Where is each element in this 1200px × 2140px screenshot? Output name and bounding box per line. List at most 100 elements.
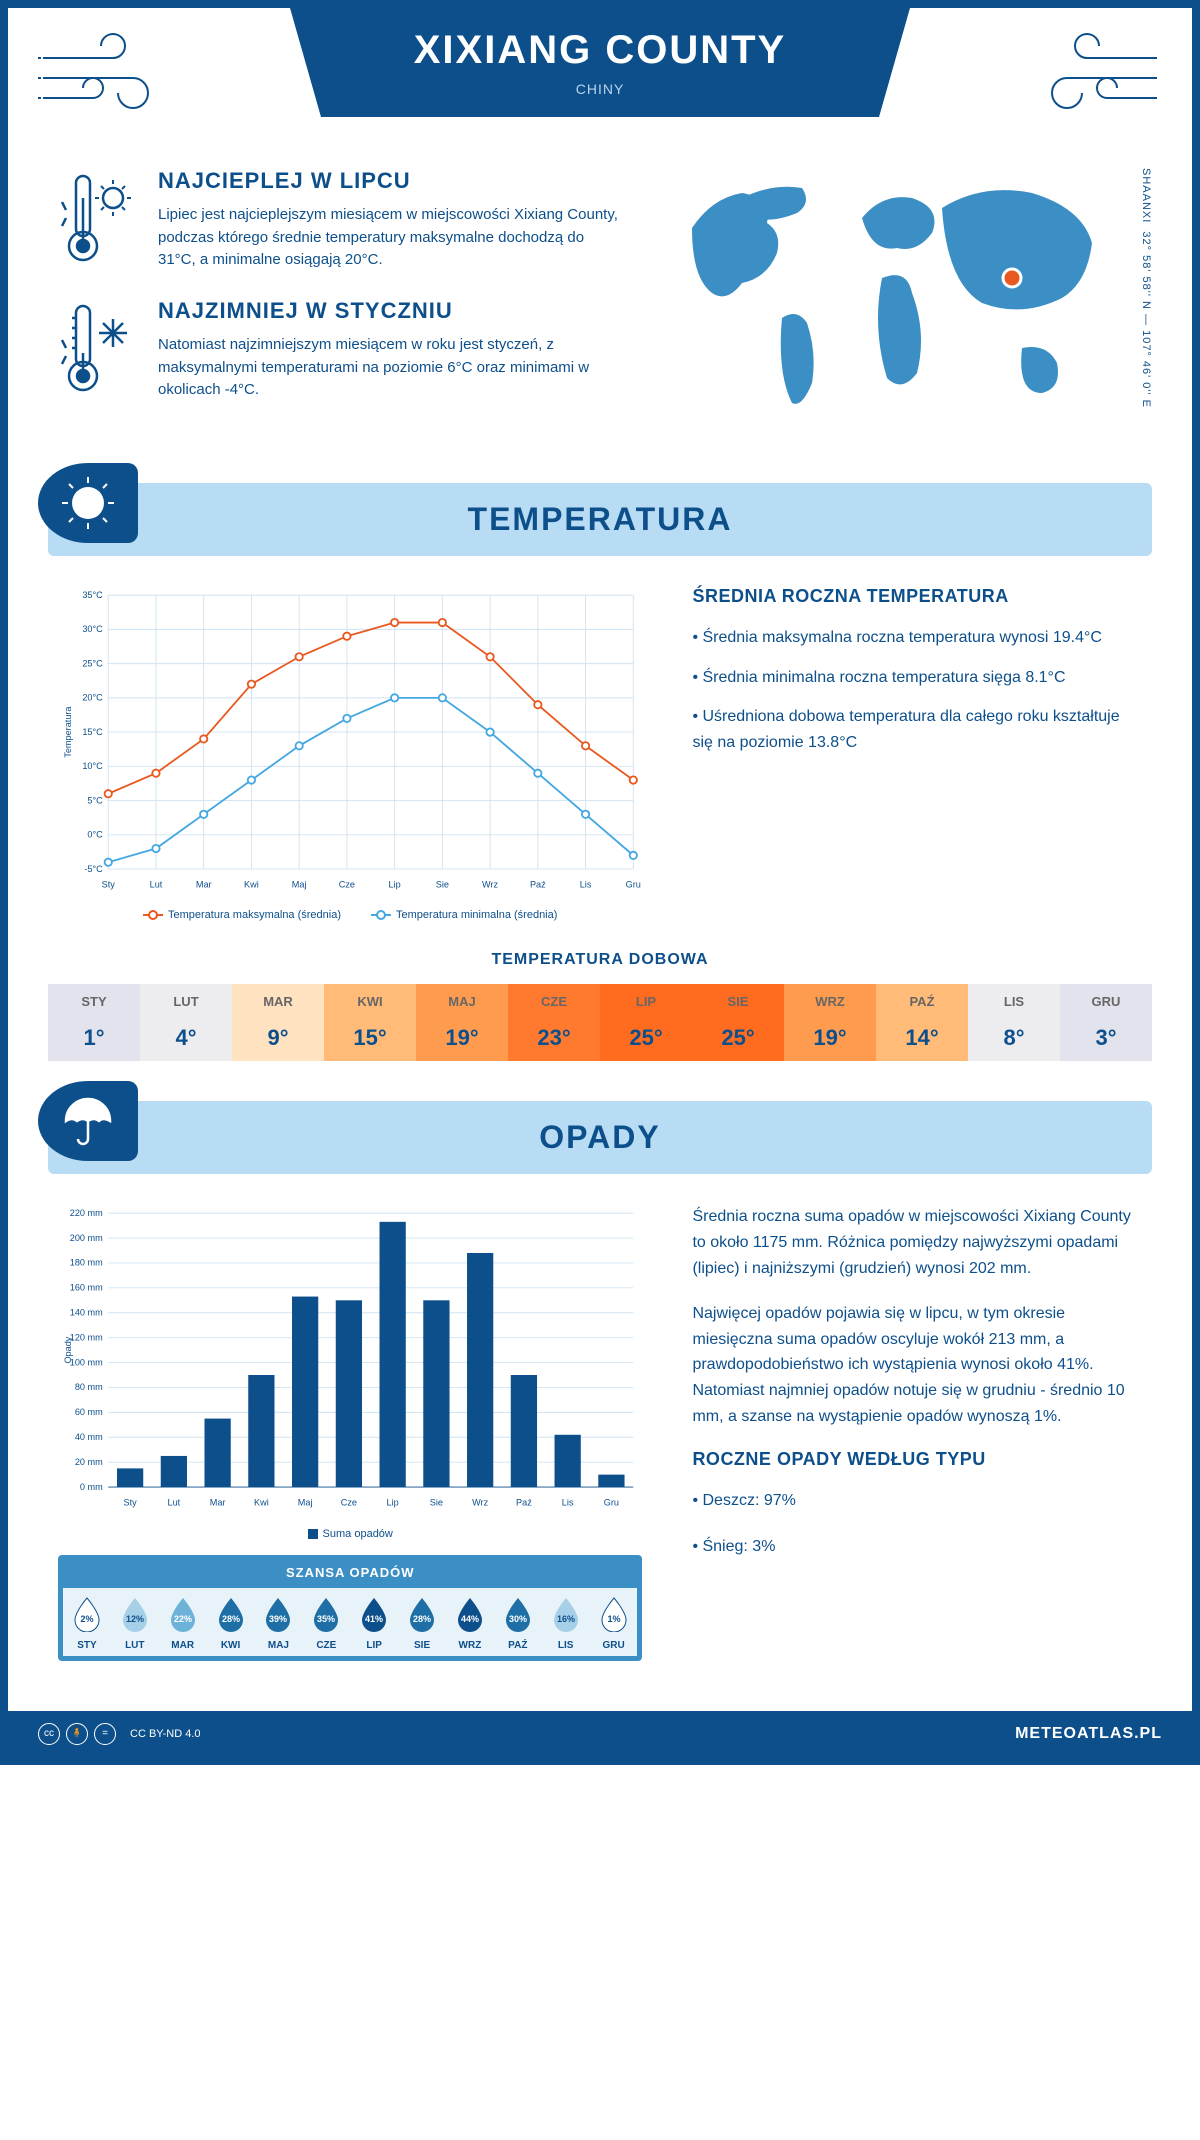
temp-stat-1: • Średnia maksymalna roczna temperatura …: [692, 625, 1142, 651]
daily-cell: WRZ 19°: [784, 984, 876, 1061]
svg-text:140 mm: 140 mm: [70, 1308, 103, 1318]
chance-cell: 12% LUT: [111, 1596, 159, 1651]
drop-icon: 39%: [263, 1596, 293, 1632]
drop-icon: 41%: [359, 1596, 389, 1632]
fact-cold-title: NAJZIMNIEJ W STYCZNIU: [158, 298, 622, 324]
chance-box: SZANSA OPADÓW 2% STY 12% LUT 22% MAR 28%…: [58, 1555, 642, 1661]
svg-text:2%: 2%: [80, 1614, 93, 1624]
by-icon: 🧍: [66, 1723, 88, 1745]
daily-cell: LIS 8°: [968, 984, 1060, 1061]
drop-icon: 44%: [455, 1596, 485, 1632]
drop-icon: 22%: [168, 1596, 198, 1632]
svg-text:41%: 41%: [365, 1614, 383, 1624]
fact-hot-title: NAJCIEPLEJ W LIPCU: [158, 168, 622, 194]
drop-icon: 2%: [72, 1596, 102, 1632]
wind-icon: [1022, 28, 1162, 118]
precip-type-2: • Śnieg: 3%: [692, 1534, 1142, 1560]
chance-cell: 44% WRZ: [446, 1596, 494, 1651]
drop-icon: 1%: [599, 1596, 629, 1632]
coordinates: SHAANXI 32° 58' 58'' N — 107° 46' 0'' E: [1140, 168, 1152, 408]
svg-text:Sie: Sie: [430, 1498, 443, 1508]
precip-type-1: • Deszcz: 97%: [692, 1488, 1142, 1514]
chance-cell: 2% STY: [63, 1596, 111, 1651]
daily-cell: GRU 3°: [1060, 984, 1152, 1061]
svg-text:39%: 39%: [269, 1614, 287, 1624]
chance-cell: 39% MAJ: [255, 1596, 303, 1651]
svg-text:Lut: Lut: [150, 879, 163, 889]
svg-text:5°C: 5°C: [87, 795, 103, 805]
svg-text:Maj: Maj: [292, 879, 307, 889]
header: XIXIANG COUNTY CHINY: [8, 8, 1192, 148]
svg-text:Kwi: Kwi: [254, 1498, 269, 1508]
svg-text:180 mm: 180 mm: [70, 1258, 103, 1268]
precip-p1: Średnia roczna suma opadów w miejscowośc…: [692, 1204, 1142, 1281]
temperature-line-chart: -5°C0°C5°C10°C15°C20°C25°C30°C35°CStyLut…: [58, 586, 642, 896]
svg-text:0°C: 0°C: [87, 830, 103, 840]
page-title: XIXIANG COUNTY: [290, 28, 910, 73]
svg-text:100 mm: 100 mm: [70, 1358, 103, 1368]
precipitation-bar-chart: 0 mm20 mm40 mm60 mm80 mm100 mm120 mm140 …: [58, 1204, 642, 1514]
drop-icon: 30%: [503, 1596, 533, 1632]
temp-legend: Temperatura maksymalna (średnia) Tempera…: [58, 909, 642, 921]
svg-text:Gru: Gru: [626, 879, 641, 889]
svg-text:120 mm: 120 mm: [70, 1333, 103, 1343]
daily-cell: LUT 4°: [140, 984, 232, 1061]
svg-text:80 mm: 80 mm: [75, 1383, 103, 1393]
umbrella-icon: [38, 1081, 138, 1161]
svg-text:Opady: Opady: [63, 1337, 73, 1364]
svg-text:Maj: Maj: [298, 1498, 313, 1508]
chance-cell: 16% LIS: [542, 1596, 590, 1651]
daily-cell: MAJ 19°: [416, 984, 508, 1061]
svg-text:Lip: Lip: [387, 1498, 399, 1508]
svg-text:28%: 28%: [413, 1614, 431, 1624]
drop-icon: 12%: [120, 1596, 150, 1632]
fact-hot-text: Lipiec jest najcieplejszym miesiącem w m…: [158, 204, 622, 272]
drop-icon: 16%: [551, 1596, 581, 1632]
svg-text:-5°C: -5°C: [84, 864, 103, 874]
site-name: METEOATLAS.PL: [1015, 1725, 1162, 1743]
license-text: CC BY-ND 4.0: [130, 1728, 201, 1740]
svg-text:200 mm: 200 mm: [70, 1233, 103, 1243]
fact-hot: NAJCIEPLEJ W LIPCU Lipiec jest najcieple…: [58, 168, 622, 273]
section-title: OPADY: [48, 1119, 1152, 1156]
drop-icon: 35%: [311, 1596, 341, 1632]
temp-stat-2: • Średnia minimalna roczna temperatura s…: [692, 665, 1142, 691]
daily-temp-table: STY 1° LUT 4° MAR 9° KWI 15° MAJ 19° CZE…: [48, 984, 1152, 1061]
precip-text: Średnia roczna suma opadów w miejscowośc…: [692, 1204, 1142, 1660]
daily-cell: PAŹ 14°: [876, 984, 968, 1061]
svg-text:20 mm: 20 mm: [75, 1457, 103, 1467]
svg-text:Wrz: Wrz: [482, 879, 498, 889]
precip-legend: Suma opadów: [58, 1528, 642, 1540]
precip-type-title: ROCZNE OPADY WEDŁUG TYPU: [692, 1449, 1142, 1470]
svg-text:Lis: Lis: [580, 879, 592, 889]
svg-text:35°C: 35°C: [82, 590, 103, 600]
chance-cell: 28% SIE: [398, 1596, 446, 1651]
map-col: SHAANXI 32° 58' 58'' N — 107° 46' 0'' E: [662, 168, 1142, 433]
drop-icon: 28%: [216, 1596, 246, 1632]
svg-text:Paź: Paź: [530, 879, 546, 889]
svg-text:Mar: Mar: [196, 879, 212, 889]
daily-temp-title: TEMPERATURA DOBOWA: [8, 951, 1192, 969]
svg-text:220 mm: 220 mm: [70, 1208, 103, 1218]
svg-text:1%: 1%: [607, 1614, 620, 1624]
daily-cell: LIP 25°: [600, 984, 692, 1061]
svg-text:40 mm: 40 mm: [75, 1432, 103, 1442]
drop-icon: 28%: [407, 1596, 437, 1632]
daily-cell: KWI 15°: [324, 984, 416, 1061]
page: XIXIANG COUNTY CHINY NAJCIEPLEJ W LIPCU …: [0, 0, 1200, 1765]
svg-text:Gru: Gru: [604, 1498, 619, 1508]
svg-text:Lip: Lip: [389, 879, 401, 889]
daily-cell: MAR 9°: [232, 984, 324, 1061]
daily-cell: STY 1°: [48, 984, 140, 1061]
intro-section: NAJCIEPLEJ W LIPCU Lipiec jest najcieple…: [8, 148, 1192, 463]
svg-text:Lut: Lut: [168, 1498, 181, 1508]
svg-text:Cze: Cze: [339, 879, 355, 889]
fact-cold-text: Natomiast najzimniejszym miesiącem w rok…: [158, 334, 622, 402]
chance-cell: 28% KWI: [207, 1596, 255, 1651]
svg-text:Temperatura: Temperatura: [63, 706, 73, 758]
svg-text:Sie: Sie: [436, 879, 449, 889]
page-subtitle: CHINY: [290, 81, 910, 97]
svg-text:15°C: 15°C: [82, 727, 103, 737]
footer: cc 🧍 = CC BY-ND 4.0 METEOATLAS.PL: [8, 1711, 1192, 1757]
svg-text:0 mm: 0 mm: [80, 1482, 103, 1492]
